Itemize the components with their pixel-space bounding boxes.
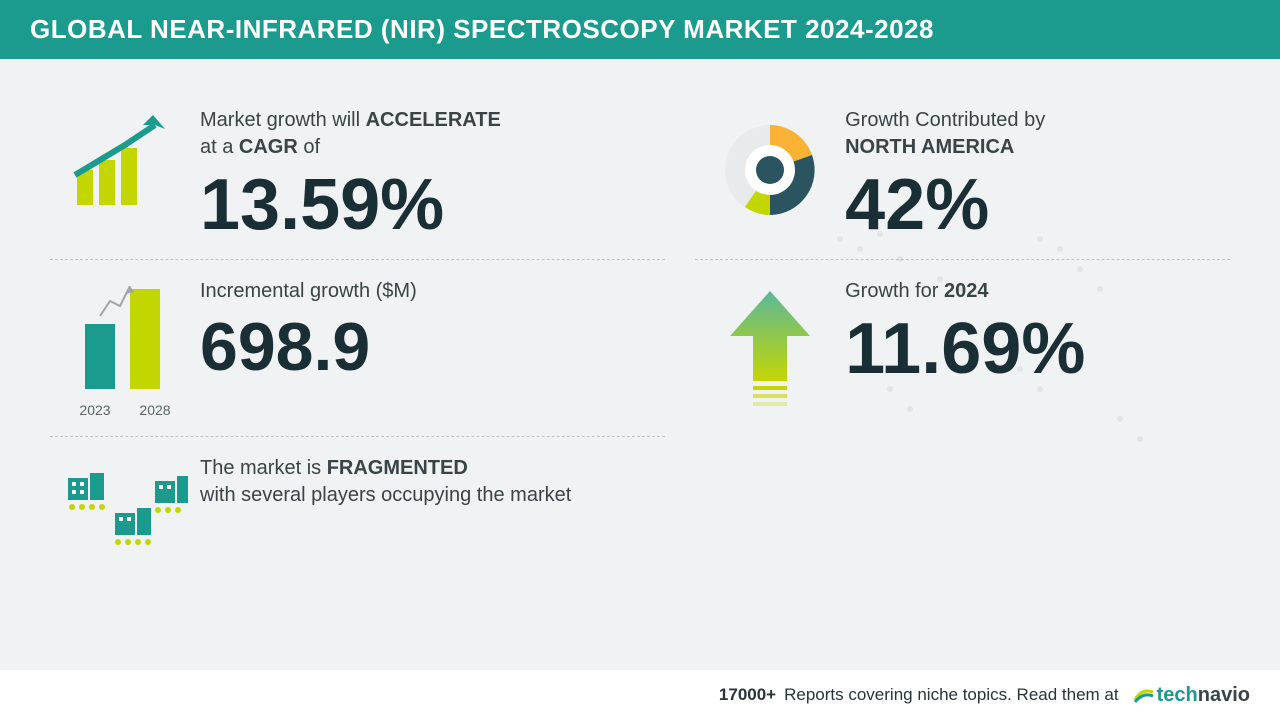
donut-chart-icon — [715, 115, 825, 225]
fragmented-text: The market is FRAGMENTED with several pl… — [200, 455, 665, 515]
year-growth-text: Growth for 2024 11.69% — [845, 278, 1230, 385]
buildings-icon — [60, 463, 190, 553]
left-column: Market growth will ACCELERATE at a CAGR … — [50, 89, 665, 671]
cagr-icon-cell — [50, 107, 200, 210]
incremental-row: 2023 2028 Incremental growth ($M) 698.9 — [50, 260, 665, 437]
year-growth-value: 11.69% — [845, 313, 1230, 385]
incremental-text: Incremental growth ($M) 698.9 — [200, 278, 665, 381]
cagr-row: Market growth will ACCELERATE at a CAGR … — [50, 89, 665, 260]
year-growth-icon-cell — [695, 278, 845, 406]
fragmented-lead: The market is FRAGMENTED with several pl… — [200, 455, 665, 509]
cagr-lead: Market growth will ACCELERATE at a CAGR … — [200, 107, 665, 161]
growth-chart-icon — [65, 115, 185, 210]
footer-count: 17000+ — [719, 685, 776, 705]
incremental-lead: Incremental growth ($M) — [200, 278, 665, 305]
brand-navio: navio — [1198, 684, 1250, 706]
brand-swoosh-icon — [1133, 686, 1155, 704]
content-area: Market growth will ACCELERATE at a CAGR … — [0, 59, 1280, 671]
region-lead: Growth Contributed by NORTH AMERICA — [845, 107, 1230, 161]
region-text: Growth Contributed by NORTH AMERICA 42% — [845, 107, 1230, 241]
year-growth-lead: Growth for 2024 — [845, 278, 1230, 305]
region-row: Growth Contributed by NORTH AMERICA 42% — [695, 89, 1230, 260]
incremental-icon-cell: 2023 2028 — [50, 278, 200, 418]
cagr-value: 13.59% — [200, 169, 665, 241]
incremental-value: 698.9 — [200, 313, 665, 381]
header-bar: GLOBAL NEAR-INFRARED (NIR) SPECTROSCOPY … — [0, 0, 1280, 59]
year-growth-row: Growth for 2024 11.69% — [695, 260, 1230, 424]
bar-year-labels: 2023 2028 — [65, 402, 185, 418]
brand-logo: technavio — [1133, 684, 1250, 707]
footer-text: Reports covering niche topics. Read them… — [784, 685, 1119, 705]
cagr-text: Market growth will ACCELERATE at a CAGR … — [200, 107, 665, 241]
bar-comparison-icon — [65, 286, 185, 396]
region-icon-cell — [695, 107, 845, 225]
bar-label-end: 2028 — [139, 402, 170, 418]
footer-bar: 17000+ Reports covering niche topics. Re… — [0, 670, 1280, 720]
up-arrow-icon — [725, 286, 815, 406]
brand-tech: tech — [1157, 684, 1198, 706]
bar-label-start: 2023 — [79, 402, 110, 418]
header-title: GLOBAL NEAR-INFRARED (NIR) SPECTROSCOPY … — [30, 14, 934, 44]
right-column: Growth Contributed by NORTH AMERICA 42% — [665, 89, 1230, 671]
fragmented-icon-cell — [50, 455, 200, 553]
region-value: 42% — [845, 169, 1230, 241]
fragmented-row: The market is FRAGMENTED with several pl… — [50, 437, 665, 571]
